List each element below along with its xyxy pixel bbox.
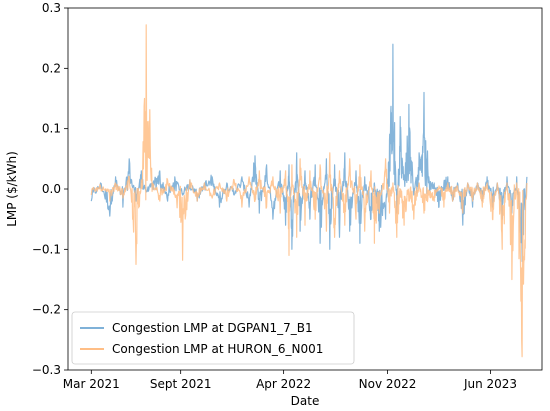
x-axis-label: Date — [291, 394, 320, 408]
legend-label-1: Congestion LMP at DGPAN1_7_B1 — [112, 321, 313, 335]
y-tick-label: −0.3 — [32, 363, 61, 377]
x-tick-label: Jun 2023 — [463, 377, 517, 391]
y-tick-label: 0.2 — [42, 61, 61, 75]
y-tick-label: 0.1 — [42, 122, 61, 136]
series-layer — [90, 24, 528, 358]
x-tick-label: Nov 2022 — [359, 377, 417, 391]
x-tick-label: Mar 2021 — [63, 377, 120, 391]
y-tick-label: 0.3 — [42, 1, 61, 15]
axes-layer: −0.3 −0.2 −0.1 0.0 0.1 0.2 0.3 Mar 2021 Sept 202… — [5, 1, 543, 408]
y-tick-label: −0.2 — [32, 303, 61, 317]
x-tick-label: Apr 2022 — [256, 377, 311, 391]
series-line-2 — [90, 24, 528, 358]
legend-label-2: Congestion LMP at HURON_6_N001 — [112, 342, 323, 356]
x-tick-label: Sept 2021 — [150, 377, 212, 391]
y-tick-label: 0.0 — [42, 182, 61, 196]
legend: Congestion LMP at DGPAN1_7_B1 Congestion … — [71, 311, 355, 365]
y-tick-label: −0.1 — [32, 242, 61, 256]
legend-box — [71, 311, 355, 365]
y-axis-label: LMP ($/kWh) — [5, 151, 19, 227]
